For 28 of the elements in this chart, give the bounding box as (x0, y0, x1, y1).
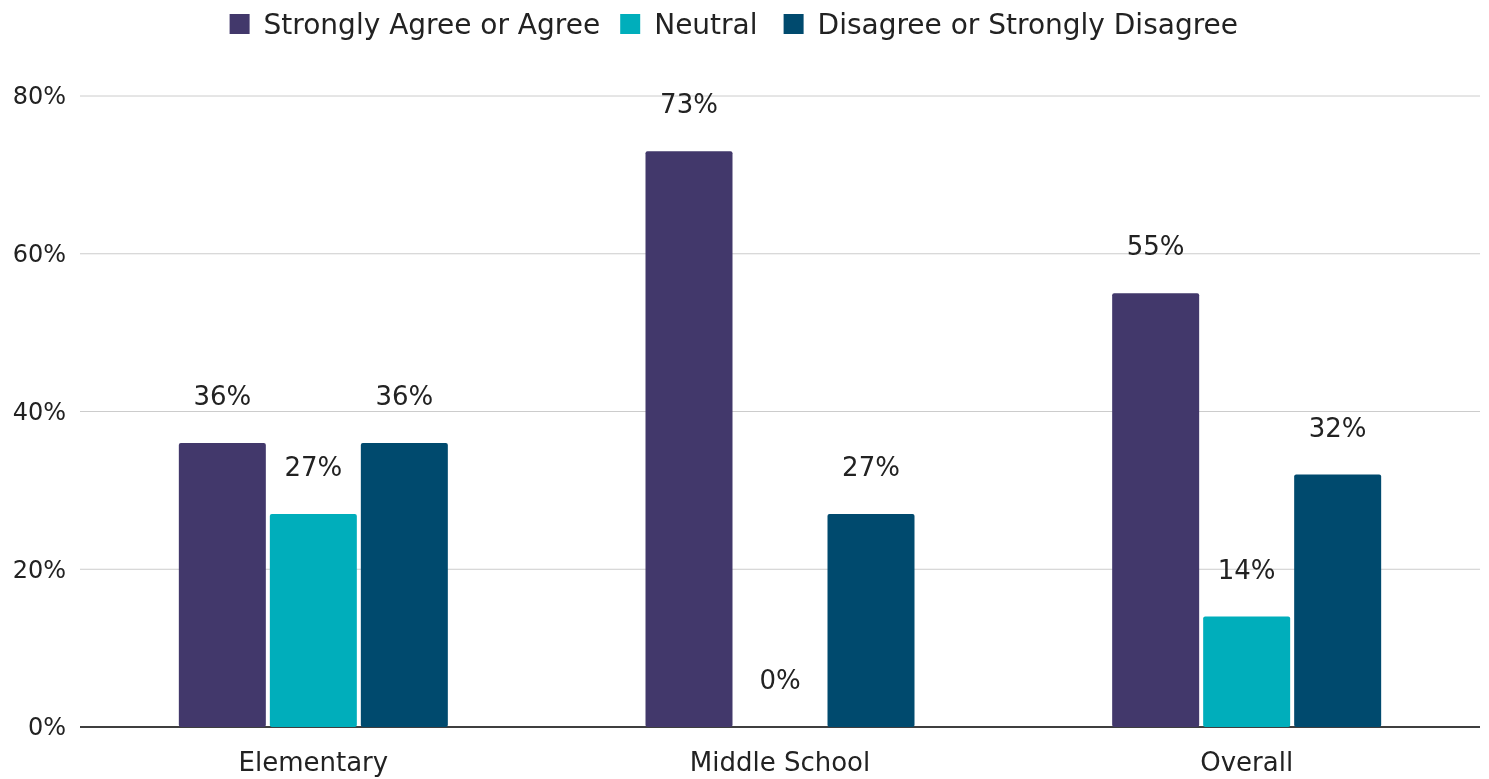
bar (178, 443, 266, 727)
y-tick-label: 0% (27, 713, 66, 742)
bar (1112, 293, 1200, 727)
bar (645, 151, 733, 727)
x-tick-label: Elementary (238, 747, 389, 777)
data-label: 27% (842, 452, 900, 483)
bar (1294, 474, 1382, 727)
bar (360, 443, 448, 727)
y-tick-label: 60% (12, 240, 66, 269)
data-label: 14% (1217, 554, 1276, 585)
data-label: 36% (193, 381, 252, 412)
data-label: 55% (1126, 231, 1185, 262)
legend-label: Disagree or Strongly Disagree (817, 7, 1239, 41)
x-tick-label: Middle School (689, 747, 871, 777)
y-tick-label: 20% (12, 555, 66, 584)
data-label: 73% (660, 89, 718, 120)
y-tick-label: 40% (12, 397, 66, 426)
y-tick-label: 80% (12, 82, 66, 111)
data-label: 27% (284, 452, 343, 483)
data-label: 0% (759, 665, 801, 695)
bar (827, 514, 915, 727)
data-label: 36% (375, 381, 434, 412)
bar (1203, 616, 1291, 727)
bar (269, 514, 357, 727)
x-tick-label: Overall (1200, 747, 1294, 777)
legend-label: Strongly Agree or Agree (263, 7, 601, 41)
legend-label: Neutral (654, 7, 758, 41)
data-label: 32% (1308, 412, 1367, 443)
